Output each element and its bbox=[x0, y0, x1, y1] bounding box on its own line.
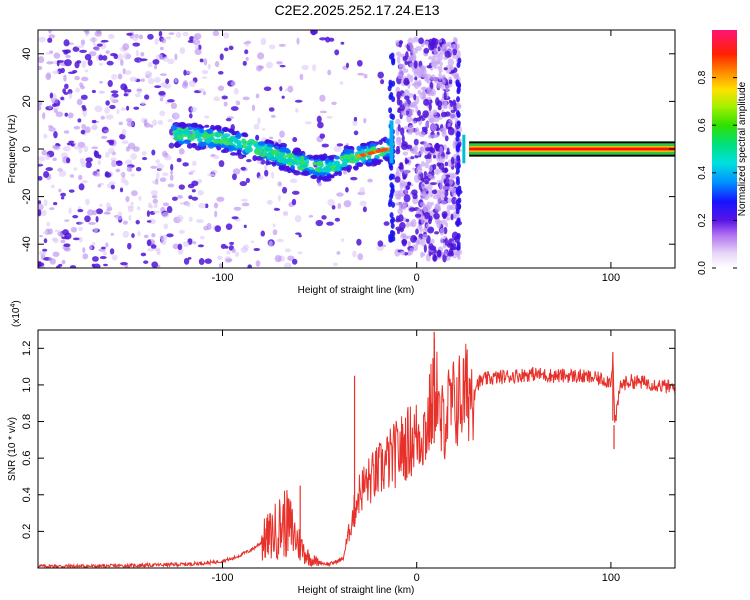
y-tick-label: 0.6 bbox=[21, 451, 33, 466]
snr-ylabel: SNR (10 * v/v) bbox=[7, 417, 18, 481]
x-tick-label: 0 bbox=[414, 272, 420, 284]
colorbar-tick-label: 0.6 bbox=[697, 118, 708, 132]
colorbar-tick-label: 0.4 bbox=[697, 165, 708, 179]
y-tick-label: 1.0 bbox=[21, 377, 33, 392]
spectrogram-panel: -100 0 100 -40 -20 0 20 40 Height of straight l… bbox=[7, 29, 676, 296]
y-tick-label: 0 bbox=[21, 146, 33, 152]
y-tick-label: -20 bbox=[21, 189, 33, 205]
colorbar-gradient bbox=[712, 30, 737, 268]
spectrogram-xlabel: Height of straight line (km) bbox=[298, 285, 415, 296]
x-tick-label: 100 bbox=[602, 272, 620, 284]
figure-title: C2E2.2025.252.17.24.E13 bbox=[274, 2, 439, 18]
y-tick-label: 40 bbox=[21, 48, 33, 60]
snr-multiplier: (x104) bbox=[10, 300, 22, 327]
colorbar: 0.0 0.2 0.4 0.6 0.8 Normalized spectral ampl… bbox=[697, 30, 748, 275]
spectrogram-image bbox=[38, 30, 675, 268]
y-tick-label: 0.2 bbox=[21, 524, 33, 539]
colorbar-ticks: 0.0 0.2 0.4 0.6 0.8 bbox=[697, 70, 737, 275]
x-tick-label: 0 bbox=[414, 572, 420, 584]
x-tick-label: -100 bbox=[211, 572, 233, 584]
colorbar-tick-label: 0.8 bbox=[697, 70, 708, 84]
snr-panel: -100 0 100 0.2 0.4 0.6 0.8 1.0 1.2 Height of str… bbox=[7, 300, 676, 596]
y-tick-label: 1.2 bbox=[21, 341, 33, 356]
snr-frame bbox=[37, 329, 676, 569]
y-tick-label: -40 bbox=[21, 236, 33, 252]
colorbar-tick-label: 0.2 bbox=[697, 213, 708, 227]
y-tick-label: 0.8 bbox=[21, 414, 33, 429]
spectrogram-ticks: -100 0 100 -40 -20 0 20 40 bbox=[21, 30, 675, 284]
x-tick-label: 100 bbox=[602, 572, 620, 584]
snr-series-line bbox=[38, 338, 675, 568]
spectrogram-ylabel: Frequency (Hz) bbox=[7, 115, 18, 184]
colorbar-tick-label: 0.0 bbox=[697, 261, 708, 275]
y-tick-label: 0.4 bbox=[21, 487, 33, 502]
snr-ticks: -100 0 100 0.2 0.4 0.6 0.8 1.0 1.2 bbox=[21, 330, 675, 584]
y-tick-label: 20 bbox=[21, 95, 33, 107]
x-tick-label: -100 bbox=[211, 272, 233, 284]
snr-xlabel: Height of straight line (km) bbox=[298, 585, 415, 596]
colorbar-label: Normalized spectral amplitude bbox=[737, 81, 748, 216]
